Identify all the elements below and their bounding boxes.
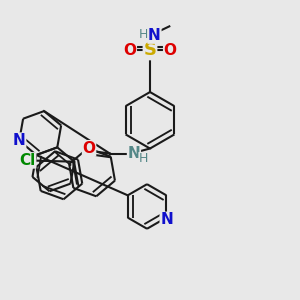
- Text: H: H: [139, 152, 148, 165]
- Text: N: N: [148, 28, 161, 43]
- Text: O: O: [82, 141, 96, 156]
- Text: O: O: [164, 43, 177, 58]
- Text: N: N: [160, 212, 173, 227]
- Text: O: O: [123, 43, 136, 58]
- Text: Cl: Cl: [20, 153, 36, 168]
- Text: N: N: [128, 146, 140, 161]
- Text: H: H: [139, 28, 148, 41]
- Text: S: S: [143, 41, 157, 59]
- Text: N: N: [13, 133, 26, 148]
